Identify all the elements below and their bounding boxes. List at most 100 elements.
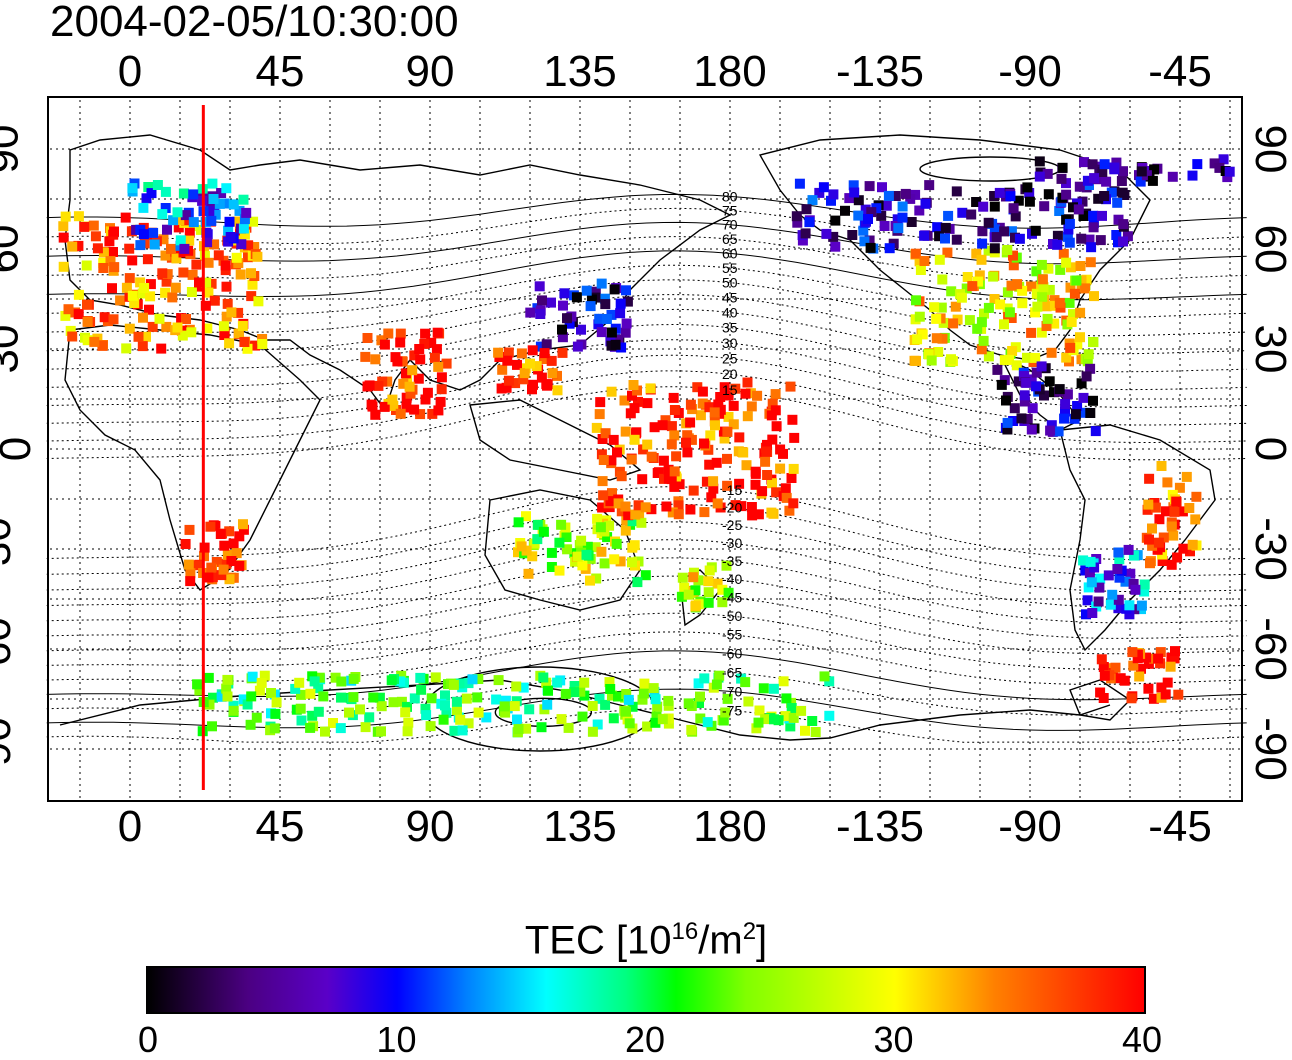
tec-point bbox=[1064, 237, 1075, 248]
tec-point bbox=[1185, 546, 1195, 557]
tec-point bbox=[1173, 689, 1184, 700]
tec-point bbox=[695, 713, 706, 724]
tec-point bbox=[859, 236, 870, 247]
tec-point bbox=[201, 277, 212, 288]
tec-point bbox=[649, 422, 660, 433]
tec-point bbox=[307, 710, 318, 721]
tec-point bbox=[1127, 647, 1138, 658]
tec-point bbox=[602, 532, 613, 543]
tec-point bbox=[1114, 554, 1125, 565]
tec-point bbox=[627, 701, 638, 712]
tec-point bbox=[1130, 584, 1141, 595]
contour-line bbox=[46, 486, 1247, 561]
tec-point bbox=[1049, 387, 1059, 398]
tec-point bbox=[360, 351, 371, 362]
tec-point bbox=[1115, 673, 1126, 684]
tec-point bbox=[1089, 562, 1100, 573]
tec-point bbox=[534, 281, 545, 292]
tec-point bbox=[124, 323, 135, 334]
tec-point bbox=[1153, 537, 1164, 548]
tec-point bbox=[1036, 361, 1047, 372]
tec-point bbox=[224, 574, 235, 585]
lon-tick-top: 180 bbox=[693, 47, 767, 96]
tec-point bbox=[579, 677, 590, 688]
tec-point bbox=[426, 693, 437, 704]
tec-point bbox=[1008, 260, 1019, 271]
tec-point bbox=[676, 591, 687, 602]
tec-point bbox=[245, 719, 256, 730]
tec-point bbox=[699, 507, 710, 518]
tec-point bbox=[807, 716, 818, 726]
tec-point bbox=[133, 331, 144, 342]
tec-point bbox=[937, 274, 948, 285]
tec-point bbox=[932, 222, 943, 233]
tec-point bbox=[663, 695, 674, 706]
tec-point bbox=[436, 372, 447, 383]
tec-point bbox=[685, 504, 696, 515]
tec-point bbox=[750, 466, 761, 477]
tec-point bbox=[940, 222, 951, 233]
tec-point bbox=[216, 570, 227, 581]
tec-point bbox=[796, 705, 807, 716]
tec-point bbox=[923, 349, 934, 360]
tec-point bbox=[810, 727, 821, 737]
tec-point bbox=[627, 516, 638, 527]
tec-point bbox=[1160, 689, 1171, 700]
tec-point bbox=[1089, 173, 1100, 184]
tec-point bbox=[847, 230, 858, 240]
tec-point bbox=[194, 685, 205, 696]
tec-point bbox=[711, 679, 722, 690]
tec-point bbox=[642, 439, 653, 450]
tec-point bbox=[138, 312, 148, 323]
tec-point bbox=[1074, 181, 1085, 192]
tec-point bbox=[714, 670, 725, 681]
tec-point bbox=[562, 313, 572, 324]
tec-point bbox=[205, 521, 216, 532]
tec-point bbox=[577, 560, 588, 571]
tec-point bbox=[728, 400, 739, 411]
colorbar-title: TEC [1016/m2] bbox=[524, 918, 768, 963]
tec-point bbox=[170, 282, 181, 293]
tec-point bbox=[239, 337, 250, 347]
tec-point bbox=[753, 509, 764, 520]
tec-point bbox=[535, 341, 546, 352]
tec-point bbox=[1072, 401, 1083, 411]
tec-point bbox=[233, 258, 244, 269]
tec-point bbox=[221, 683, 232, 694]
tec-point bbox=[238, 519, 248, 530]
tec-point bbox=[734, 432, 745, 443]
tec-point bbox=[172, 322, 183, 333]
tec-point bbox=[683, 698, 694, 709]
tec-point bbox=[1006, 313, 1017, 323]
tec-point bbox=[237, 320, 248, 331]
tec-point bbox=[906, 217, 917, 227]
tec-point bbox=[767, 478, 777, 489]
tec-point bbox=[585, 575, 595, 586]
tec-point bbox=[736, 501, 747, 512]
tec-point bbox=[73, 289, 84, 300]
tec-point bbox=[1184, 503, 1195, 513]
tec-point bbox=[546, 547, 557, 558]
tec-point bbox=[1054, 384, 1065, 395]
tec-point bbox=[1008, 416, 1019, 426]
tec-point bbox=[139, 283, 150, 293]
tec-point bbox=[502, 355, 513, 366]
tec-point bbox=[1027, 403, 1038, 414]
tec-point bbox=[374, 692, 385, 703]
tec-point bbox=[379, 401, 390, 412]
tec-point bbox=[648, 683, 659, 694]
tec-point bbox=[590, 286, 601, 297]
tec-point bbox=[599, 558, 610, 569]
tec-point bbox=[1039, 390, 1049, 401]
tec-point bbox=[541, 677, 552, 688]
tec-point bbox=[364, 712, 375, 723]
tec-point bbox=[704, 565, 715, 576]
contour-label: -40 bbox=[722, 571, 742, 587]
tec-point bbox=[637, 474, 648, 485]
tec-point bbox=[98, 263, 109, 273]
tec-point bbox=[1008, 250, 1018, 261]
tec-point bbox=[206, 278, 217, 289]
colorbar-tick-label: 40 bbox=[1121, 1019, 1163, 1060]
tec-point bbox=[1079, 157, 1089, 168]
